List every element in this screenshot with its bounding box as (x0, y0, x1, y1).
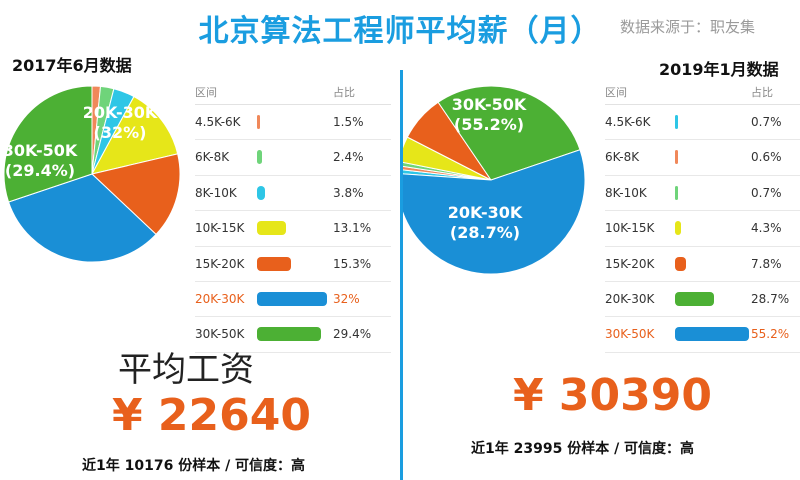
table-header: 区间 占比 (605, 78, 800, 105)
header-range: 区间 (605, 86, 627, 99)
row-bar (257, 256, 291, 271)
title-bar: 北京算法工程师平均薪（月） 数据来源于：职友集 (0, 6, 800, 50)
avg-salary-value: ¥ 22640 (112, 390, 312, 441)
table-row-15K-20K: 15K-20K 15.3% (195, 247, 391, 282)
panel-2017: 2017年6月数据 20K-30K (32%) 30K-50K (29.4%) 区间 … (3, 56, 391, 474)
pie-label-20K-30K-pct: (32%) (94, 123, 147, 142)
row-range: 15K-20K (195, 256, 245, 271)
row-range: 30K-50K (605, 327, 655, 342)
row-bar (675, 291, 714, 306)
row-percent: 32% (333, 291, 360, 306)
date-label: 2017年6月数据 (12, 56, 132, 75)
row-range: 10K-15K (195, 221, 245, 236)
pie-slice-10K-15K (91, 95, 179, 175)
table-header: 区间 占比 (195, 78, 391, 105)
pie-slice-30K-50K (3, 85, 93, 203)
pie-label-20K-30K-pct: (28.7%) (450, 223, 520, 242)
table-row-10K-15K: 10K-15K 13.1% (195, 211, 391, 247)
row-percent: 2.4% (333, 150, 364, 165)
pie-slice-20K-30K (7, 173, 157, 263)
row-bar (675, 115, 678, 129)
row-percent: 4.3% (751, 221, 782, 236)
pie-slice-30K-50K (403, 149, 586, 275)
row-range: 20K-30K (605, 291, 655, 306)
distribution-table-2019: 区间 占比 4.5K-6K 0.7% 6K-8K 0.6% 8K-10K 0.7% 10K-… (605, 78, 800, 353)
row-percent: 15.3% (333, 256, 372, 271)
pie-chart-2019: 30K-50K(55.2%) 20K-30K(28.7%) (403, 85, 586, 275)
table-row-30K-50K: 30K-50K 55.2% (605, 317, 800, 353)
table-row-20K-30K: 20K-30K 32% (195, 282, 391, 318)
row-range: 8K-10K (195, 185, 237, 200)
panel-2019: 2019年1月数据 30K-50K (55.2%) 20K-30K (28.7%) 区… (403, 0, 800, 480)
row-bar (257, 185, 266, 200)
panel-divider (400, 70, 403, 480)
date-label: 2019年1月数据 (659, 60, 779, 79)
row-bar (257, 115, 261, 129)
row-percent: 1.5% (333, 115, 364, 129)
row-percent: 0.7% (751, 185, 782, 200)
row-range: 6K-8K (605, 150, 640, 165)
header-share: 占比 (751, 86, 773, 99)
distribution-table-2017: 区间 占比 4.5K-6K 1.5% 6K-8K 2.4% 8K-10K 3.8% 10K-… (195, 78, 391, 353)
row-percent: 28.7% (751, 291, 790, 306)
pie-slice-20K-30K (437, 85, 581, 181)
pie-slice-15K-20K (90, 153, 181, 236)
table-row-4.5K-6K: 4.5K-6K 1.5% (195, 105, 391, 141)
header-share: 占比 (333, 86, 355, 99)
table-row-6K-8K: 6K-8K 0.6% (605, 140, 800, 176)
row-range: 8K-10K (605, 185, 647, 200)
row-percent: 0.6% (751, 150, 782, 165)
row-bar (675, 221, 681, 236)
row-bar (675, 327, 749, 342)
sample-info: 近1年 23995 份样本 / 可信度：高 (471, 441, 695, 457)
row-range: 15K-20K (605, 256, 655, 271)
row-range: 30K-50K (195, 327, 245, 342)
pie-label-30K-50K-pct: (29.4%) (5, 161, 75, 180)
row-percent: 7.8% (751, 256, 782, 271)
row-range: 4.5K-6K (605, 115, 651, 129)
table-row-8K-10K: 8K-10K 0.7% (605, 176, 800, 212)
row-bar (257, 221, 286, 236)
row-range: 10K-15K (605, 221, 655, 236)
pie-chart-2017: 20K-30K(32%) 30K-50K(29.4%) (3, 85, 181, 263)
row-percent: 0.7% (751, 115, 782, 129)
row-range: 4.5K-6K (195, 115, 241, 129)
row-percent: 55.2% (751, 327, 790, 342)
row-bar (675, 150, 678, 165)
row-range: 6K-8K (195, 150, 230, 165)
row-range: 20K-30K (195, 291, 245, 306)
pie-label-20K-30K-range: 20K-30K (448, 203, 523, 222)
row-percent: 3.8% (333, 185, 364, 200)
table-row-15K-20K: 15K-20K 7.8% (605, 247, 800, 282)
data-source: 数据来源于：职友集 (620, 18, 756, 36)
table-row-10K-15K: 10K-15K 4.3% (605, 211, 800, 247)
avg-salary-label: 平均工资 (118, 350, 254, 390)
pie-label-30K-50K-pct: (55.2%) (454, 115, 524, 134)
row-bar (675, 185, 678, 200)
avg-salary-value: ¥ 30390 (513, 370, 713, 421)
table-row-4.5K-6K: 4.5K-6K 0.7% (605, 105, 800, 141)
row-percent: 13.1% (333, 221, 372, 236)
table-row-6K-8K: 6K-8K 2.4% (195, 140, 391, 176)
table-row-8K-10K: 8K-10K 3.8% (195, 176, 391, 212)
table-row-30K-50K: 30K-50K 29.4% (195, 317, 391, 353)
page-title: 北京算法工程师平均薪（月） (198, 14, 602, 49)
row-bar (675, 256, 686, 271)
row-bar (257, 327, 322, 342)
row-percent: 29.4% (333, 327, 372, 342)
pie-label-30K-50K-range: 30K-50K (452, 95, 527, 114)
row-bar (257, 291, 327, 306)
pie-label-20K-30K-range: 20K-30K (83, 103, 158, 122)
pie-label-30K-50K-range: 30K-50K (3, 141, 78, 160)
table-row-20K-30K: 20K-30K 28.7% (605, 282, 800, 318)
header-range: 区间 (195, 86, 217, 99)
row-bar (257, 150, 263, 165)
sample-info: 近1年 10176 份样本 / 可信度：高 (82, 458, 306, 474)
